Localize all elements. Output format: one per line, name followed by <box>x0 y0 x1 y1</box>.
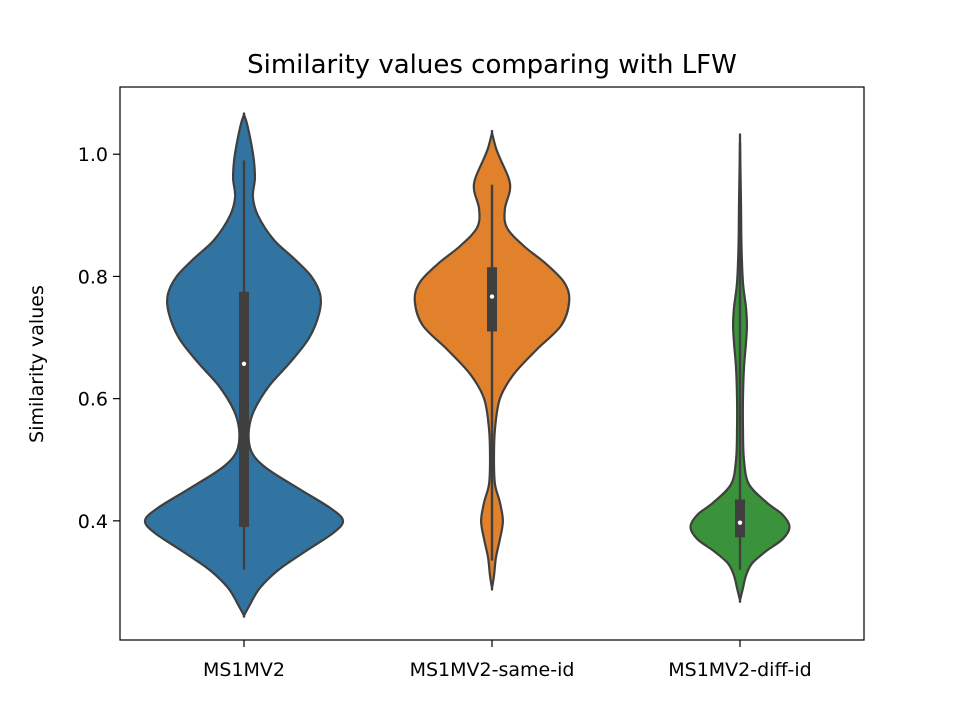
chart-title: Similarity values comparing with LFW <box>247 50 737 80</box>
x-axis-ticks: MS1MV2 MS1MV2-same-id MS1MV2-diff-id <box>203 640 812 681</box>
y-tick-label: 0.8 <box>78 266 108 288</box>
iqr-box-ms1mv2-same-id <box>487 267 497 332</box>
median-dot-ms1mv2 <box>241 361 247 367</box>
violins-group <box>143 112 791 618</box>
iqr-box-ms1mv2-diff-id <box>735 499 745 538</box>
violin-ms1mv2 <box>143 112 345 618</box>
y-axis-label: Similarity values <box>26 285 48 443</box>
median-dot-ms1mv2-diff-id <box>737 520 743 525</box>
violin-ms1mv2-diff-id <box>689 133 791 603</box>
x-tick-label: MS1MV2-diff-id <box>668 659 812 681</box>
median-dot-ms1mv2-same-id <box>489 294 495 299</box>
y-tick-label: 0.6 <box>78 389 108 411</box>
y-axis-ticks: 0.4 0.6 0.8 1.0 <box>78 144 120 533</box>
y-tick-label: 1.0 <box>78 144 108 166</box>
y-tick-label: 0.4 <box>78 511 108 533</box>
violin-ms1mv2-same-id <box>413 129 571 591</box>
x-tick-label: MS1MV2 <box>203 659 285 681</box>
iqr-box-ms1mv2 <box>239 291 249 527</box>
x-tick-label: MS1MV2-same-id <box>410 659 575 681</box>
